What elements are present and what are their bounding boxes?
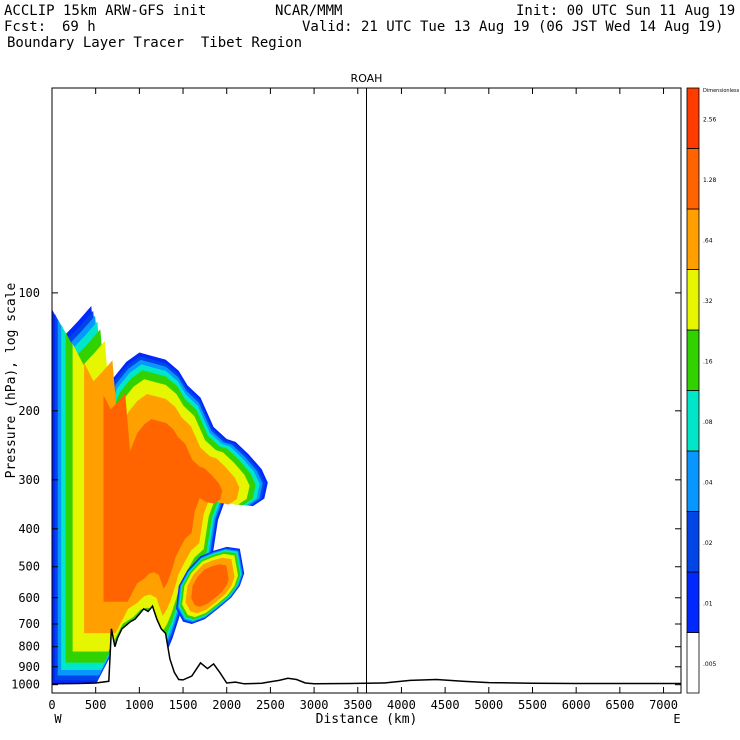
x-tick-label: 7000 <box>649 698 678 712</box>
y-tick-label: 700 <box>18 617 40 631</box>
x-tick-label: 1500 <box>169 698 198 712</box>
header-fcst-label: Fcst: <box>4 19 47 35</box>
y-tick-label: 500 <box>18 560 40 574</box>
y-tick-label: 600 <box>18 591 40 605</box>
terrain-mask <box>52 606 681 693</box>
plume-lobe-level-8 <box>191 564 229 607</box>
header-subtitle: Boundary Layer Tracer Tibet Region <box>7 35 303 51</box>
colorbar-cell-5 <box>686 329 700 391</box>
y-tick-label: 1000 <box>11 678 40 692</box>
colorbar-title: Dimensionless <box>703 88 740 94</box>
colorbar-level-label: .64 <box>703 237 713 244</box>
header-init: Init: 00 UTC Sun 11 Aug 19 <box>516 3 736 19</box>
colorbar-level-label: 2.56 <box>703 116 717 123</box>
x-left-end-label: W <box>54 712 62 726</box>
header-org: NCAR/MMM <box>275 3 343 19</box>
header-valid: Valid: 21 UTC Tue 13 Aug 19 (06 JST Wed … <box>302 19 724 35</box>
colorbar-cell-4 <box>686 390 700 452</box>
x-tick-label: 2000 <box>212 698 241 712</box>
x-tick-label: 500 <box>85 698 107 712</box>
x-tick-label: 5500 <box>518 698 547 712</box>
terrain-line <box>52 604 681 685</box>
y-axis-label: Pressure (hPa), log scale <box>4 282 19 478</box>
colorbar-level-label: .08 <box>703 419 713 426</box>
x-right-end-label: E <box>673 712 680 726</box>
x-tick-label: 4000 <box>387 698 416 712</box>
y-tick-label: 100 <box>18 286 40 300</box>
colorbar-cell-2 <box>686 511 700 573</box>
header-fcst-value: 69 h <box>62 19 96 35</box>
x-tick-label: 6500 <box>605 698 634 712</box>
colorbar-level-label: .02 <box>703 540 713 547</box>
x-tick-label: 1000 <box>125 698 154 712</box>
x-tick-label: 4500 <box>431 698 460 712</box>
x-tick-label: 6000 <box>562 698 591 712</box>
colorbar-cell-8 <box>686 148 700 210</box>
colorbar-level-label: .005 <box>703 661 717 668</box>
colorbar-cell-3 <box>686 450 700 512</box>
y-tick-label: 400 <box>18 522 40 536</box>
x-tick-label: 5000 <box>474 698 503 712</box>
y-tick-label: 300 <box>18 473 40 487</box>
y-tick-label: 900 <box>18 660 40 674</box>
colorbar-level-label: .01 <box>703 600 713 607</box>
contour-layer <box>52 306 681 693</box>
x-tick-label: 3500 <box>343 698 372 712</box>
plume-main-level-8 <box>103 393 223 602</box>
x-tick-label: 3000 <box>300 698 329 712</box>
colorbar-cell-6 <box>686 269 700 331</box>
plot-frame <box>51 87 682 694</box>
colorbar-level-label: .04 <box>703 479 713 486</box>
y-tick-label: 800 <box>18 640 40 654</box>
x-axis-label: Distance (km) <box>316 712 418 727</box>
colorbar-cell-9 <box>686 87 700 149</box>
y-tick-label: 200 <box>18 404 40 418</box>
colorbar-level-label: 1.28 <box>703 177 717 184</box>
x-tick-label: 0 <box>48 698 55 712</box>
header-model: ACCLIP 15km ARW-GFS init <box>4 3 207 19</box>
colorbar-cell-0 <box>686 632 700 694</box>
colorbar-level-label: .32 <box>703 298 713 305</box>
colorbar-cell-1 <box>686 571 700 633</box>
colorbar-cell-7 <box>686 208 700 270</box>
marker-label: ROAH <box>351 72 383 85</box>
x-tick-label: 2500 <box>256 698 285 712</box>
colorbar-level-label: .16 <box>703 358 713 365</box>
